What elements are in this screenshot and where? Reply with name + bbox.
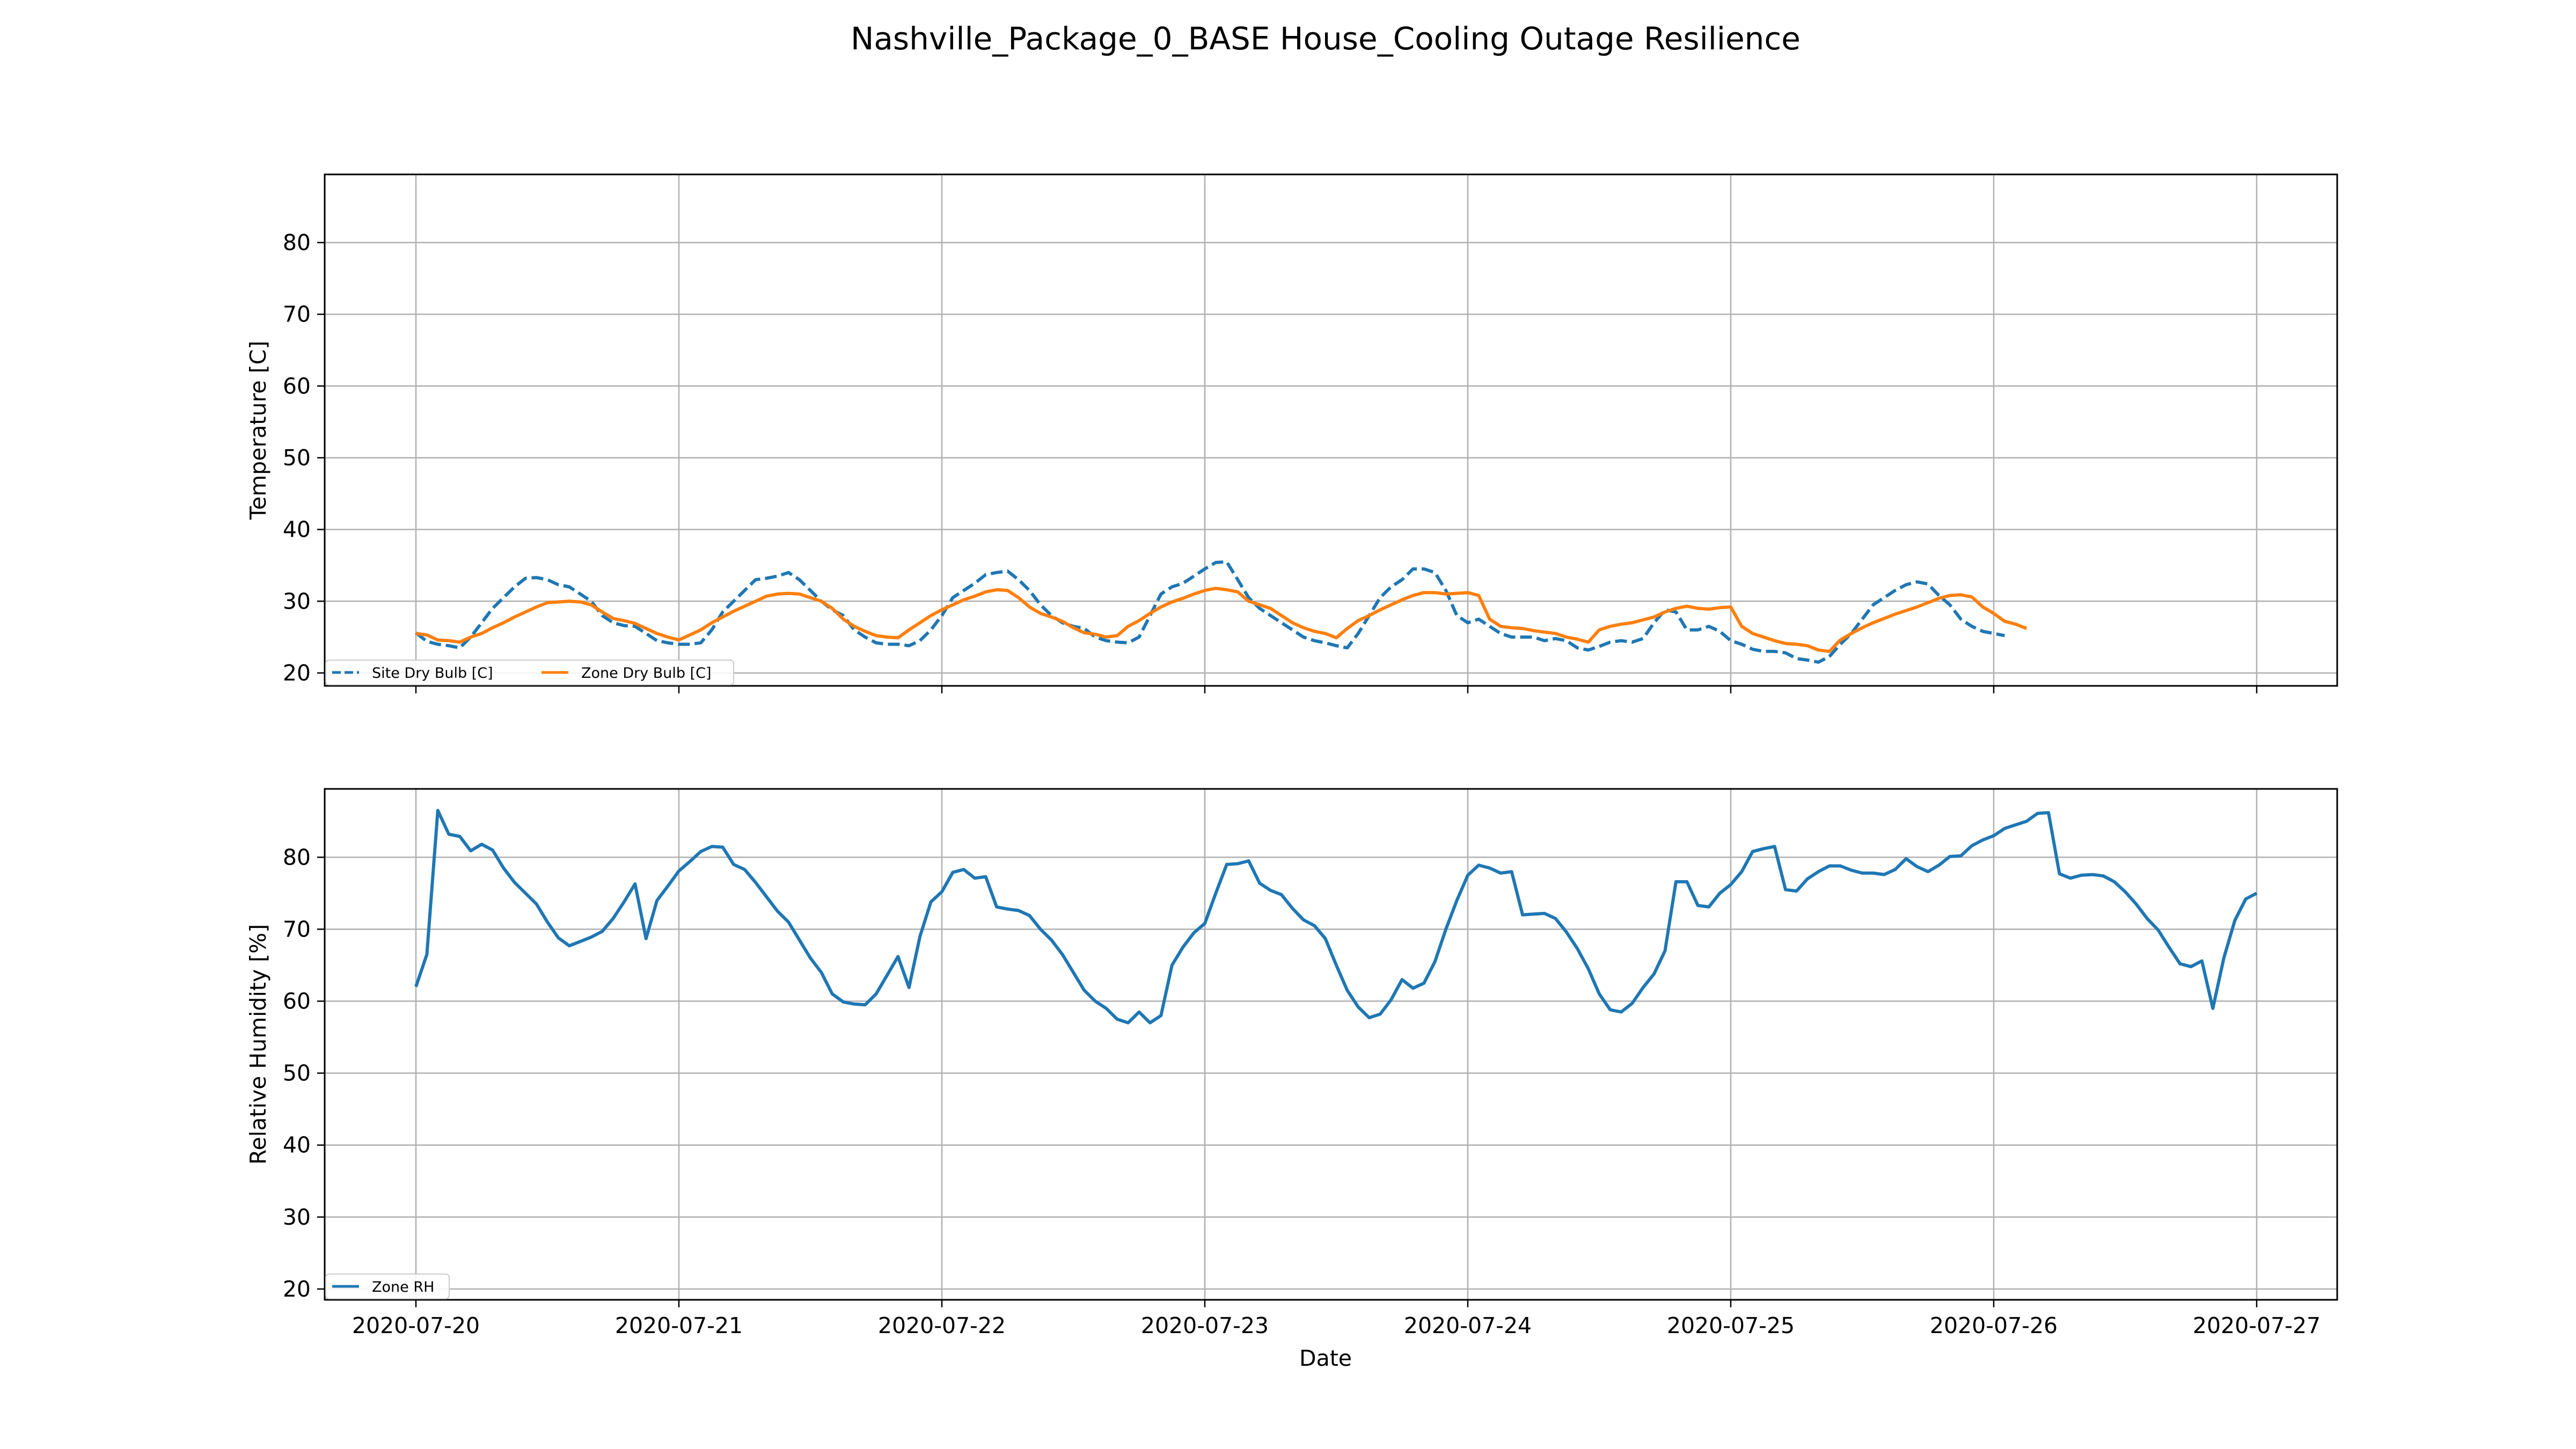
series-line-0 [415,560,2005,664]
temperature-series [415,560,2028,664]
x-tick-label: 2020-07-26 [1930,1313,2058,1338]
y-tick-label: 70 [283,916,311,942]
humidity-grid [325,789,2337,1300]
x-tick-label: 2020-07-20 [352,1313,480,1338]
humidity-panel: 2020-07-20 2020-07-21 2020-07-22 2020-07-23… [245,788,2338,1338]
legend-label: Zone Dry Bulb [C] [581,665,712,682]
humidity-axes-frame [324,788,2338,1301]
y-tick-label: 60 [283,373,311,399]
y-tick-label: 80 [283,230,311,255]
legend-label: Site Dry Bulb [C] [372,665,493,682]
y-tick-label: 30 [283,588,311,614]
temperature-legend: Site Dry Bulb [C] Zone Dry Bulb [C] [325,660,734,685]
humidity-series [414,809,2258,1024]
temperature-axes-frame [324,173,2338,687]
y-tick-label: 40 [283,1132,311,1158]
series-line-0 [414,809,2258,1024]
humidity-legend: Zone RH [325,1274,450,1299]
x-tick-label: 2020-07-25 [1667,1313,1795,1338]
temperature-ticks: 20 30 40 50 60 70 80 [283,230,2258,693]
temperature-y-axis-label: Temperature [C] [245,341,271,520]
x-tick-label: 2020-07-21 [615,1313,743,1338]
x-tick-label: 2020-07-24 [1404,1313,1532,1338]
temperature-grid [325,174,2337,686]
x-tick-label: 2020-07-23 [1141,1313,1269,1338]
temperature-panel: 20 30 40 50 60 70 80 Temperature [C] Site Dry … [245,173,2338,693]
series-line-1 [415,587,2028,653]
y-tick-label: 40 [283,517,311,543]
y-tick-label: 50 [283,445,311,471]
y-tick-label: 80 [283,844,311,870]
y-tick-label: 20 [283,1276,311,1302]
y-tick-label: 60 [283,989,311,1014]
legend-box [325,660,734,685]
figure-title: Nashville_Package_0_BASE House_Cooling O… [851,20,1801,57]
humidity-ticks: 2020-07-20 2020-07-21 2020-07-22 2020-07-23… [283,844,2321,1338]
y-tick-label: 50 [283,1060,311,1086]
legend-box [325,1274,450,1299]
x-tick-label: 2020-07-22 [878,1313,1006,1338]
y-tick-label: 70 [283,302,311,327]
x-axis-label: Date [1299,1345,1352,1371]
x-tick-label: 2020-07-27 [2193,1313,2321,1338]
legend-label: Zone RH [372,1279,434,1296]
y-tick-label: 20 [283,660,311,686]
humidity-y-axis-label: Relative Humidity [%] [245,924,271,1165]
y-tick-label: 30 [283,1204,311,1230]
